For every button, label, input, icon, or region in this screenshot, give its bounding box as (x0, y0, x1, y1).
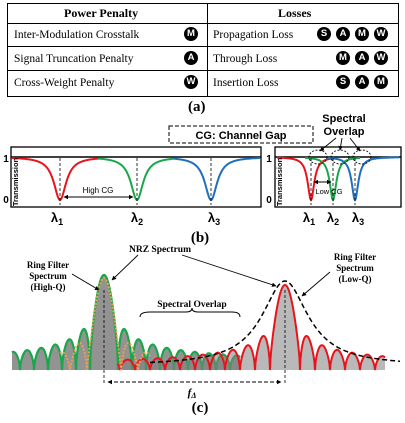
badge-m: M (355, 27, 369, 41)
right-transmission-box (274, 146, 402, 208)
overlap-pointer-3 (349, 137, 361, 152)
overlap-ellipse-1 (308, 149, 328, 165)
high-cg-label: High CG (83, 186, 114, 195)
spectral-overlap-c-label: Spectral Overlap (157, 300, 226, 310)
nrz-spectrum-left (59, 277, 151, 371)
badge-w: W (374, 27, 388, 41)
low-q-pointer (301, 271, 331, 297)
table-row-divider (8, 46, 398, 47)
right-y-tick-1: 1 (266, 154, 272, 165)
row2-left-label: Signal Truncation Penalty (14, 53, 134, 65)
overlap-pointer-1 (319, 137, 337, 152)
low-cg-label: Low CG (315, 187, 342, 196)
badge-m: M (374, 75, 388, 89)
header-losses: Losses (278, 6, 312, 20)
row3-right-label: Insertion Loss (213, 77, 279, 89)
high-q-label-line3: (High-Q) (31, 282, 66, 292)
row3-left-label: Cross-Weight Penalty (14, 77, 115, 89)
left-channel-1-curve (12, 157, 99, 202)
left-y-tick-0: 0 (3, 195, 9, 206)
badge-m: M (336, 51, 350, 65)
table-row-divider (8, 70, 398, 71)
right-y-axis-label: Transmission (275, 157, 284, 206)
nrz-spectrum-label: NRZ Spectrum (129, 245, 191, 255)
low-q-label-line3: (Low-Q) (339, 274, 372, 284)
left-lambda1-label: λ1 (51, 210, 63, 227)
left-lambda2-label: λ2 (131, 210, 143, 227)
nrz-pointer-left (111, 254, 139, 281)
right-lambda1-label: λ1 (303, 210, 315, 227)
nrz-spectrum-envelope (149, 280, 400, 364)
right-channel-3-curve (327, 156, 399, 202)
channel-gap-box (168, 125, 314, 144)
high-q-label-line1: Ring Filter (27, 260, 69, 270)
label-a: (a) (188, 99, 206, 115)
high-q-fill (12, 275, 240, 370)
badge-s: S (336, 75, 350, 89)
row2-right-label: Through Loss (213, 53, 278, 65)
spectral-overlap-brace (139, 307, 241, 318)
right-channel-2-curve (305, 156, 361, 202)
left-channel-3-curve (174, 157, 260, 202)
low-q-label-line1: Ring Filter (334, 252, 376, 262)
low-q-label-line2: Spectrum (336, 263, 374, 273)
badge-a: A (336, 27, 350, 41)
label-b: (b) (191, 230, 209, 246)
f-delta-label: fΔ (188, 387, 197, 400)
spectral-overlap-label-line2: Overlap (324, 126, 365, 138)
channel-gap-label: CG: Channel Gap (195, 130, 286, 142)
left-y-axis-label: Transmission (11, 157, 20, 206)
right-lambda3-label: λ3 (352, 210, 364, 227)
label-c: (c) (192, 400, 209, 416)
row1-left-label: Inter-Modulation Crosstalk (14, 29, 140, 41)
badge-a: A (355, 75, 369, 89)
high-q-label-line2: Spectrum (29, 271, 67, 281)
left-lambda3-label: λ3 (208, 210, 220, 227)
badge-w: W (374, 51, 388, 65)
right-channel-1-curve (277, 156, 335, 202)
loss-penalty-table: Power Penalty Losses Inter-Modulation Cr… (7, 3, 399, 97)
right-channel-curves (277, 156, 399, 202)
badge-w: W (184, 75, 198, 89)
left-transmission-box (10, 146, 262, 208)
table-column-divider (207, 4, 208, 96)
overlap-pointer-2 (338, 137, 343, 151)
spectral-overlap-label-line1: Spectral (322, 113, 365, 125)
header-power-penalty: Power Penalty (64, 6, 139, 20)
left-channel-2-curve (97, 157, 174, 202)
right-lambda2-label: λ2 (327, 210, 339, 227)
badge-a: A (355, 51, 369, 65)
high-q-pointer (71, 273, 100, 291)
left-channel-curves (12, 157, 260, 202)
nrz-pointer-right (181, 254, 277, 287)
row1-right-label: Propagation Loss (213, 29, 294, 41)
ring-filter-spectra (11, 273, 400, 371)
left-y-tick-1: 1 (3, 154, 9, 165)
overlap-ellipse-3 (352, 149, 372, 165)
badge-m: M (184, 27, 198, 41)
table-header-divider (8, 23, 398, 24)
badge-a: A (184, 51, 198, 65)
badge-s: S (317, 27, 331, 41)
right-y-tick-0: 0 (266, 195, 272, 206)
overlap-ellipse-2 (330, 149, 350, 165)
